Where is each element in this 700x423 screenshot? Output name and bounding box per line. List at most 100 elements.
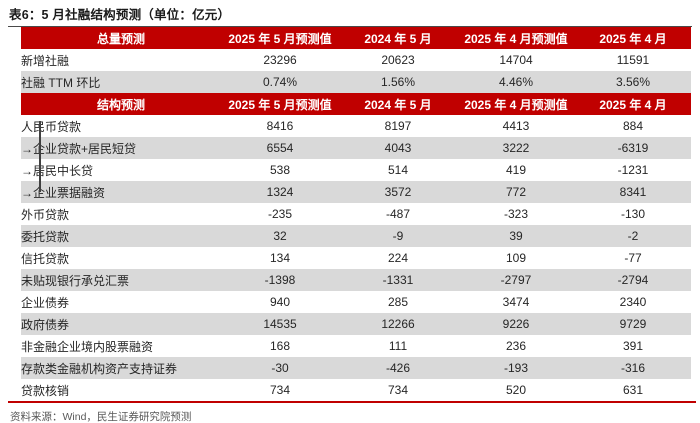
tree-connector-line xyxy=(39,136,41,160)
cell-value: -6319 xyxy=(575,137,691,159)
row-label: 政府债券 xyxy=(21,313,221,335)
table-row: 存款类金融机构资产支持证券 -30 -426 -193 -316 xyxy=(21,357,691,379)
row-label: 人民币贷款 xyxy=(21,115,221,138)
table-row: 委托贷款 32 -9 39 -2 xyxy=(21,225,691,247)
column-header: 2025 年 4 月预测值 xyxy=(457,93,575,115)
cell-value: 4043 xyxy=(339,137,457,159)
cell-value: 1.56% xyxy=(339,71,457,93)
column-header: 2024 年 5 月 xyxy=(339,27,457,49)
cell-value: 168 xyxy=(221,335,339,357)
cell-value: 11591 xyxy=(575,49,691,71)
cell-value: -9 xyxy=(339,225,457,247)
cell-value: 631 xyxy=(575,379,691,401)
table-row: 未贴现银行承兑汇票 -1398 -1331 -2797 -2794 xyxy=(21,269,691,291)
tree-connector-line xyxy=(39,180,41,192)
cell-value: 8341 xyxy=(575,181,691,203)
cell-value: 772 xyxy=(457,181,575,203)
cell-value: -1231 xyxy=(575,159,691,181)
row-label: 存款类金融机构资产支持证券 xyxy=(21,357,221,379)
cell-value: -426 xyxy=(339,357,457,379)
cell-value: 520 xyxy=(457,379,575,401)
source-note: 资料来源：Wind，民生证券研究院预测 xyxy=(10,411,192,423)
row-label: 外币贷款 xyxy=(21,203,221,225)
row-label: 信托贷款 xyxy=(21,247,221,269)
section-header-label: 总量预测 xyxy=(21,27,221,49)
cell-value: 0.74% xyxy=(221,71,339,93)
cell-value: -2797 xyxy=(457,269,575,291)
table-row: 新增社融 23296 20623 14704 11591 xyxy=(21,49,691,71)
table-row: 外币贷款 -235 -487 -323 -130 xyxy=(21,203,691,225)
cell-value: 391 xyxy=(575,335,691,357)
cell-value: 39 xyxy=(457,225,575,247)
tree-connector-line xyxy=(39,121,41,138)
cell-value: 6554 xyxy=(221,137,339,159)
cell-value: 4.46% xyxy=(457,71,575,93)
row-label: 未贴现银行承兑汇票 xyxy=(21,269,221,291)
column-header: 2025 年 4 月 xyxy=(575,27,691,49)
cell-value: 538 xyxy=(221,159,339,181)
cell-value: 734 xyxy=(221,379,339,401)
cell-value: 3474 xyxy=(457,291,575,313)
row-label: 新增社融 xyxy=(21,49,221,71)
cell-value: 9729 xyxy=(575,313,691,335)
cell-value: 134 xyxy=(221,247,339,269)
cell-value: 3572 xyxy=(339,181,457,203)
row-label: 企业债券 xyxy=(21,291,221,313)
cell-value: -2 xyxy=(575,225,691,247)
title-divider xyxy=(8,26,692,27)
row-label: 非金融企业境内股票融资 xyxy=(21,335,221,357)
cell-value: 3222 xyxy=(457,137,575,159)
cell-value: -193 xyxy=(457,357,575,379)
table-row: 非金融企业境内股票融资 168 111 236 391 xyxy=(21,335,691,357)
cell-value: 940 xyxy=(221,291,339,313)
cell-value: -30 xyxy=(221,357,339,379)
table-title: 表6：5 月社融结构预测（单位：亿元） xyxy=(9,8,231,22)
table-body: 总量预测 2025 年 5 月预测值 2024 年 5 月 2025 年 4 月预测值… xyxy=(21,27,691,401)
section-header-label: 结构预测 xyxy=(21,93,221,115)
cell-value: 514 xyxy=(339,159,457,181)
cell-value: 32 xyxy=(221,225,339,247)
cell-value: 224 xyxy=(339,247,457,269)
column-header: 2024 年 5 月 xyxy=(339,93,457,115)
table-row: →企业票据融资 1324 3572 772 8341 xyxy=(21,180,691,203)
cell-value: 20623 xyxy=(339,49,457,71)
column-header: 2025 年 5 月预测值 xyxy=(221,27,339,49)
cell-value: 4413 xyxy=(457,115,575,137)
tree-connector-line xyxy=(39,158,41,182)
row-label: →居民中长贷 xyxy=(21,158,221,182)
row-label: 贷款核销 xyxy=(21,379,221,401)
cell-value: 111 xyxy=(339,335,457,357)
column-header: 2025 年 4 月预测值 xyxy=(457,27,575,49)
cell-value: 1324 xyxy=(221,181,339,203)
section-header-row: 总量预测 2025 年 5 月预测值 2024 年 5 月 2025 年 4 月预测值… xyxy=(21,27,691,49)
table-row: 社融 TTM 环比 0.74% 1.56% 4.46% 3.56% xyxy=(21,71,691,93)
cell-value: 285 xyxy=(339,291,457,313)
cell-value: -323 xyxy=(457,203,575,225)
social-financing-forecast-table: 总量预测 2025 年 5 月预测值 2024 年 5 月 2025 年 4 月预测值… xyxy=(21,27,691,401)
cell-value: 14535 xyxy=(221,313,339,335)
cell-value: 23296 xyxy=(221,49,339,71)
cell-value: -487 xyxy=(339,203,457,225)
cell-value: 884 xyxy=(575,115,691,137)
table-row: 贷款核销 734 734 520 631 xyxy=(21,379,691,401)
cell-value: 9226 xyxy=(457,313,575,335)
cell-value: 2340 xyxy=(575,291,691,313)
cell-value: -235 xyxy=(221,203,339,225)
section-header-row: 结构预测 2025 年 5 月预测值 2024 年 5 月 2025 年 4 月预测值… xyxy=(21,93,691,115)
row-label: →企业贷款+居民短贷 xyxy=(21,136,221,160)
cell-value: -1398 xyxy=(221,269,339,291)
cell-value: -316 xyxy=(575,357,691,379)
cell-value: 8197 xyxy=(339,115,457,137)
cell-value: -77 xyxy=(575,247,691,269)
row-label: 委托贷款 xyxy=(21,225,221,247)
cell-value: -2794 xyxy=(575,269,691,291)
row-label: 社融 TTM 环比 xyxy=(21,71,221,93)
cell-value: 734 xyxy=(339,379,457,401)
column-header: 2025 年 4 月 xyxy=(575,93,691,115)
cell-value: -130 xyxy=(575,203,691,225)
cell-value: 8416 xyxy=(221,115,339,137)
table-bottom-divider xyxy=(8,401,696,403)
row-label: →企业票据融资 xyxy=(21,180,221,203)
cell-value: 419 xyxy=(457,159,575,181)
